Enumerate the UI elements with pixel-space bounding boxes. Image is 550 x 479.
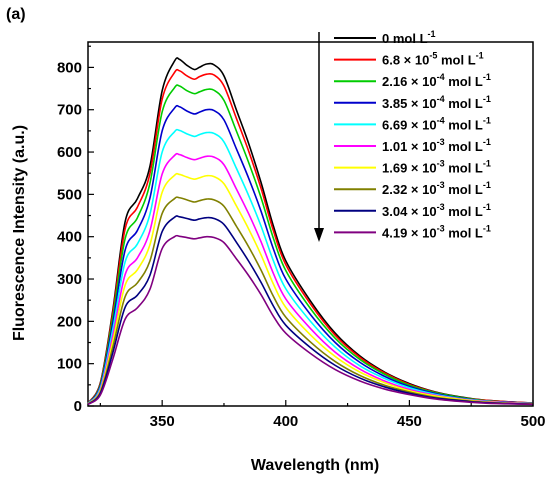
plot-area-border: [87, 41, 534, 407]
x-tick-label: 450: [397, 413, 422, 430]
panel-label: (a): [6, 6, 26, 23]
legend-label: 6.8 × 10-5 mol L-1: [382, 51, 484, 68]
x-axis: 350 400 450 500: [99, 400, 546, 430]
y-tick-label: 200: [57, 313, 82, 330]
legend-label: 1.69 × 10-3 mol L-1: [382, 159, 491, 176]
series-layer: [87, 57, 534, 406]
y-axis: 0 100 200 300 400 500 600 700 800: [57, 45, 94, 415]
y-tick-label: 0: [74, 398, 82, 415]
series-line-8: [87, 215, 534, 406]
legend: 0 mol L-1 6.8 × 10-5 mol L-1 2.16 × 10-4 m…: [334, 29, 491, 240]
x-tick-label: 350: [150, 413, 175, 430]
legend-label: 3.85 × 10-4 mol L-1: [382, 94, 491, 111]
concentration-arrow-icon: [314, 32, 324, 242]
legend-label: 0 mol L-1: [382, 29, 436, 46]
series-line-7: [87, 196, 534, 405]
y-axis-title: Fluorescence Intensity (a.u.): [11, 125, 28, 341]
y-tick-label: 300: [57, 271, 82, 288]
legend-label: 4.19 × 10-3 mol L-1: [382, 223, 491, 240]
series-line-2: [87, 84, 534, 405]
legend-label: 2.32 × 10-3 mol L-1: [382, 180, 491, 197]
series-line-5: [87, 152, 534, 405]
y-tick-label: 700: [57, 102, 82, 119]
y-tick-label: 600: [57, 144, 82, 161]
y-tick-label: 500: [57, 186, 82, 203]
series-line-6: [87, 172, 534, 405]
legend-label: 2.16 × 10-4 mol L-1: [382, 72, 491, 89]
plot-frame: [87, 41, 534, 407]
x-tick-label: 500: [520, 413, 545, 430]
x-tick-label: 400: [273, 413, 298, 430]
series-line-4: [87, 128, 534, 405]
arrow-head-icon: [314, 228, 324, 242]
legend-label: 6.69 × 10-4 mol L-1: [382, 115, 491, 132]
y-tick-label: 100: [57, 356, 82, 373]
series-line-9: [87, 234, 534, 406]
legend-label: 3.04 × 10-3 mol L-1: [382, 202, 491, 219]
legend-label: 1.01 × 10-3 mol L-1: [382, 137, 491, 154]
series-line-3: [87, 104, 534, 405]
y-tick-label: 400: [57, 229, 82, 246]
x-axis-title: Wavelength (nm): [251, 457, 379, 474]
y-tick-label: 800: [57, 59, 82, 76]
